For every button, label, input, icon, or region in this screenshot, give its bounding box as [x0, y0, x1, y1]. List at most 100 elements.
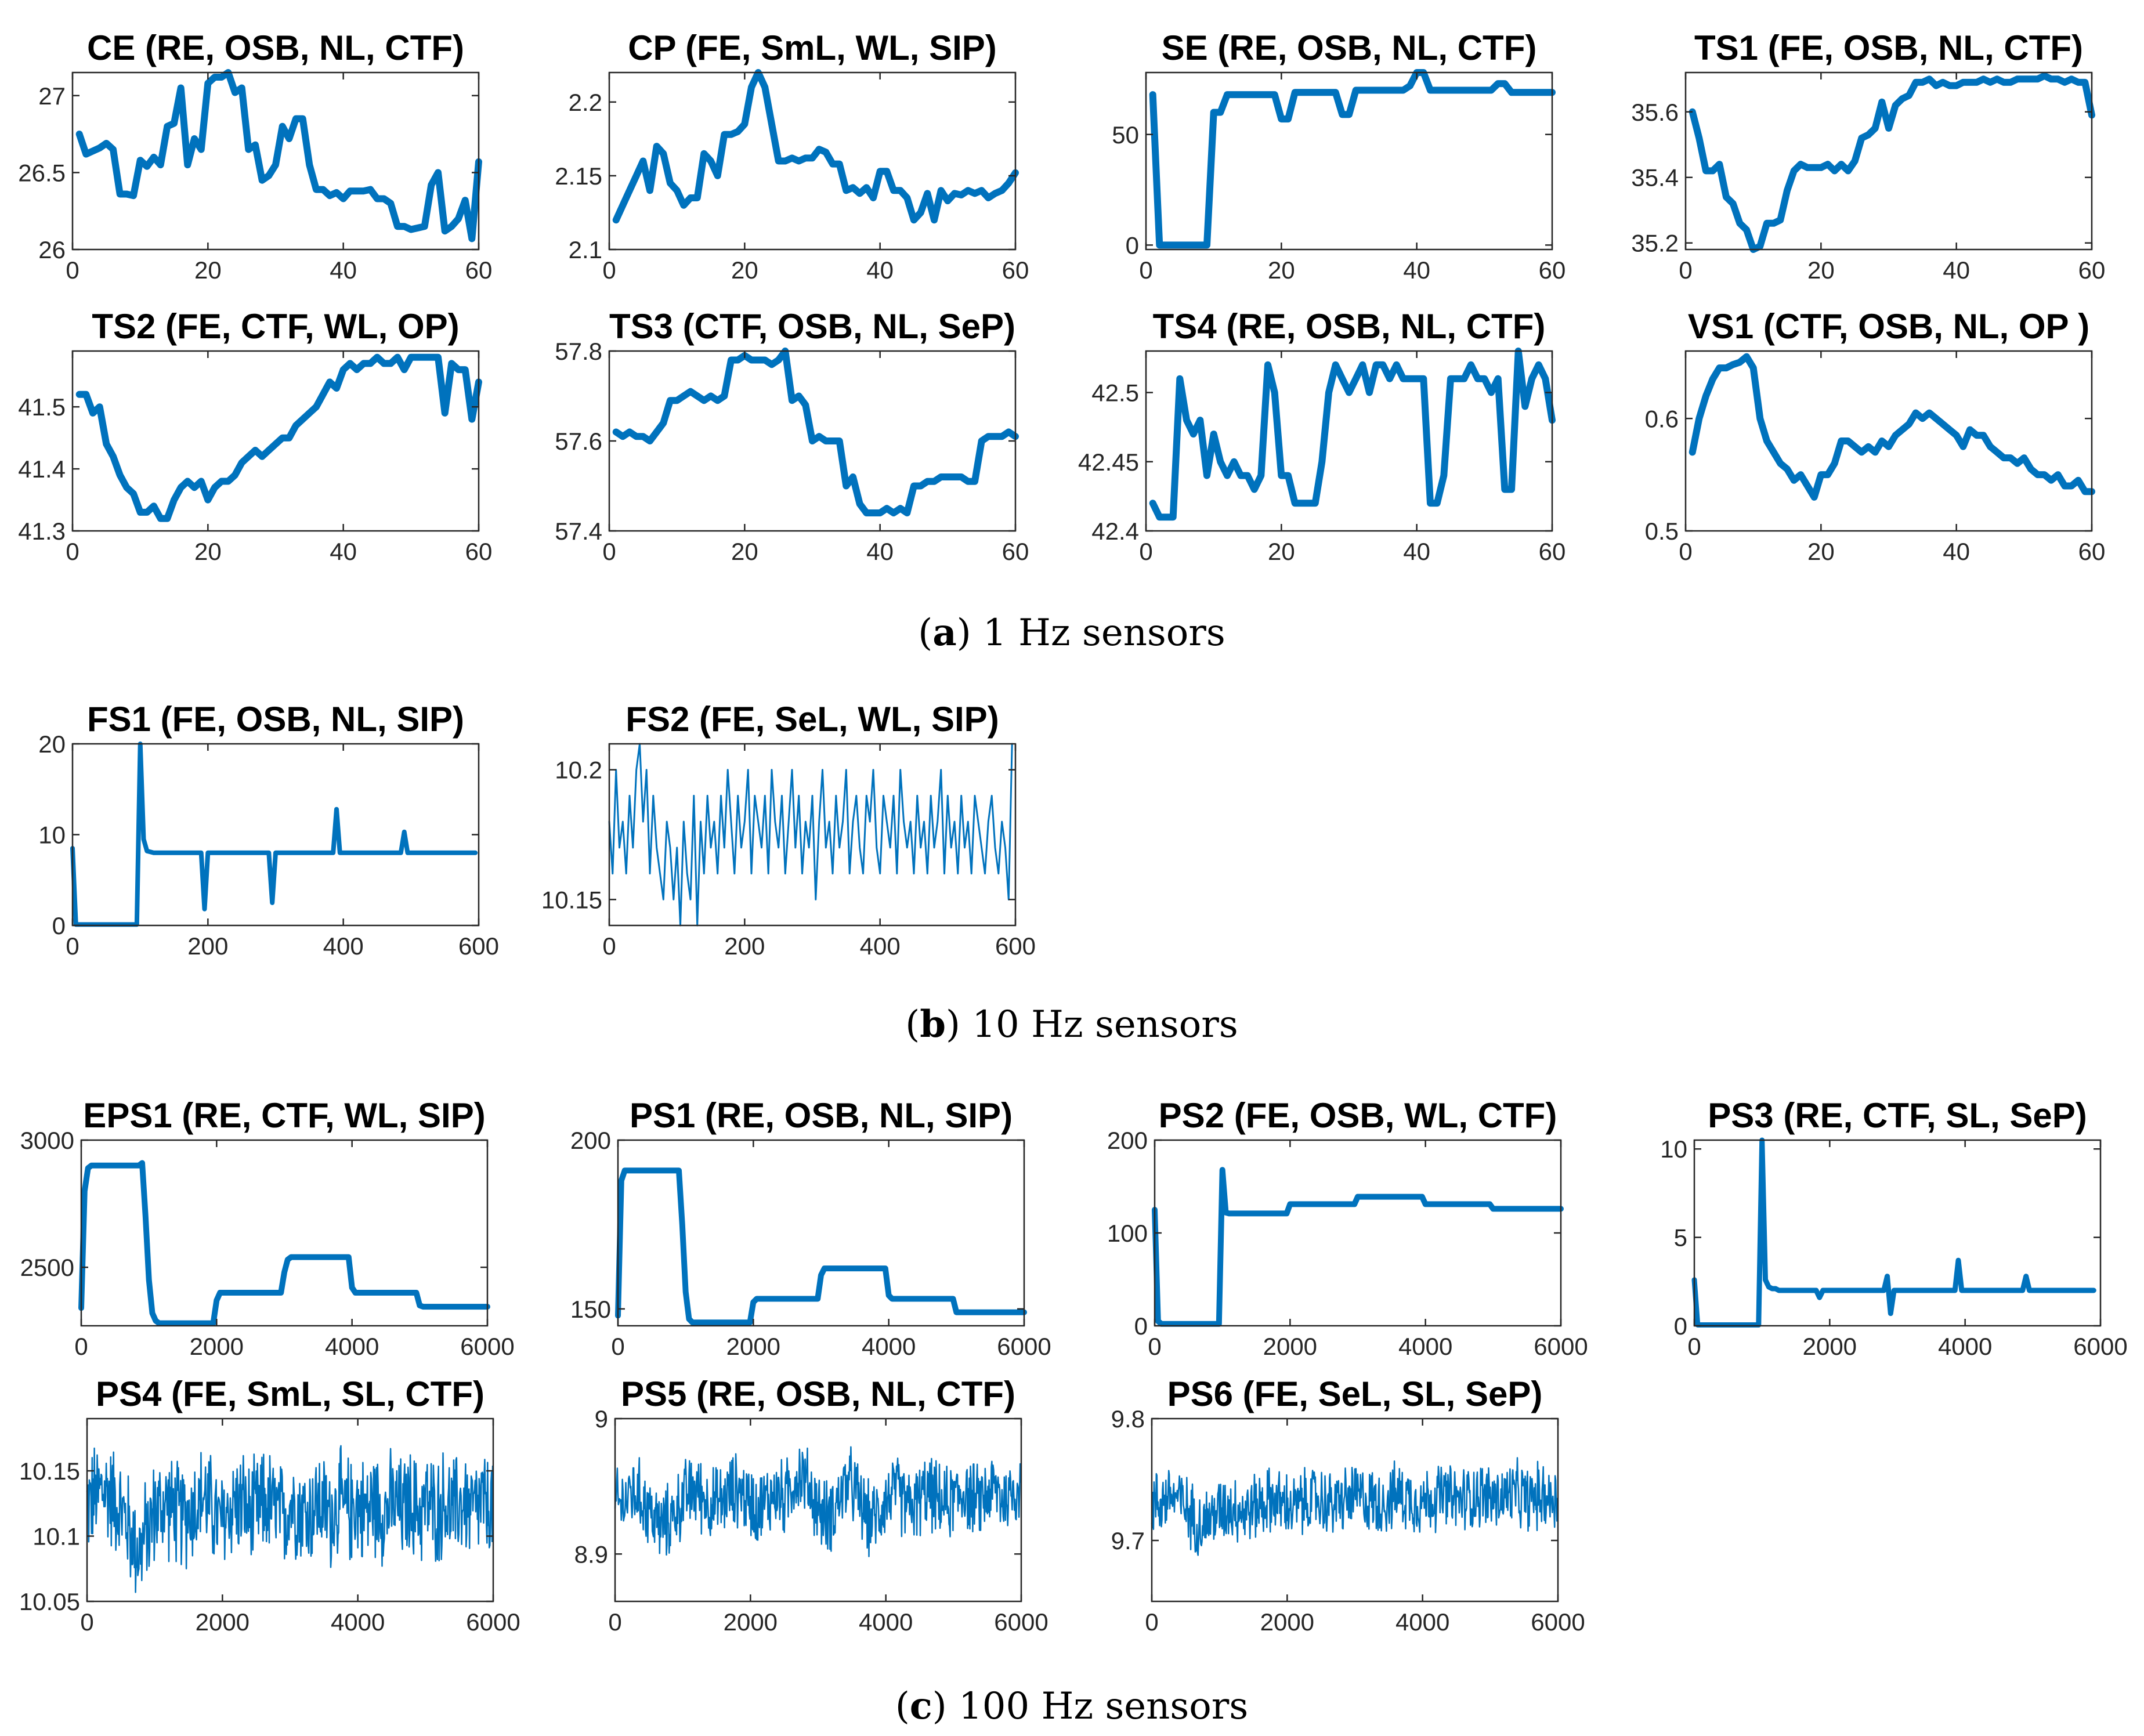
y-tick-label: 0 — [1126, 232, 1139, 259]
x-tick-label: 200 — [724, 932, 765, 960]
panel-ts2: TS2 (FE, CTF, WL, OP) 0 20 40 60 41.3 41.4 41.5 — [18, 307, 492, 565]
y-tick-label: 2500 — [20, 1254, 74, 1281]
y-tick-label: 9.8 — [1111, 1405, 1145, 1433]
y-tick-label: 2.1 — [569, 236, 602, 263]
chart-title: PS6 (FE, SeL, SL, SeP) — [1167, 1375, 1543, 1413]
x-tick-label: 0 — [66, 538, 79, 565]
x-tick-label: 6000 — [460, 1333, 514, 1360]
series-line-se — [1149, 69, 1556, 249]
series-line-fs2 — [608, 743, 1013, 927]
x-tick-label: 20 — [1807, 538, 1835, 565]
panel-ts3: TS3 (CTF, OSB, NL, SeP) 0 20 40 60 57.4 57.6 57… — [555, 307, 1029, 565]
x-tick-label: 200 — [187, 932, 228, 960]
x-tick-label: 600 — [995, 932, 1036, 960]
y-tick-label: 10.2 — [555, 757, 602, 784]
x-tick-label: 20 — [194, 538, 222, 565]
x-tick-label: 0 — [80, 1608, 93, 1636]
x-tick-label: 20 — [194, 256, 222, 284]
chart-title: TS2 (FE, CTF, WL, OP) — [92, 307, 459, 346]
x-tick-label: 0 — [602, 932, 616, 960]
series-line-vs1 — [1689, 353, 2095, 501]
x-tick-label: 60 — [1539, 538, 1566, 565]
chart-title: VS1 (CTF, OSB, NL, OP ) — [1688, 307, 2089, 346]
y-tick-label: 8.9 — [574, 1540, 608, 1568]
axes-box — [608, 743, 1017, 927]
series-line-ps3 — [1691, 1137, 2096, 1328]
y-tick-label: 2.15 — [555, 162, 602, 190]
series-line-ps4 — [86, 1445, 494, 1593]
series-line-ps1 — [615, 1167, 1027, 1326]
y-tick-label: 2.2 — [569, 89, 602, 116]
x-tick-label: 4000 — [1395, 1608, 1449, 1636]
y-tick-label: 57.6 — [555, 428, 602, 455]
x-tick-label: 4000 — [325, 1333, 379, 1360]
y-tick-label: 0 — [52, 912, 66, 939]
y-tick-label: 100 — [1107, 1220, 1148, 1247]
x-tick-label: 2000 — [726, 1333, 780, 1360]
panel-ps6: PS6 (FE, SeL, SL, SeP) 0 2000 4000 6000 9.7 9.… — [1111, 1375, 1585, 1636]
x-tick-label: 60 — [1002, 256, 1029, 284]
panel-cp: CP (FE, SmL, WL, SIP) 0 20 40 60 2.1 2.15 2.2 — [555, 28, 1029, 284]
axes-box — [1684, 350, 2093, 532]
chart-title: FS1 (FE, OSB, NL, SIP) — [87, 700, 464, 739]
y-tick-label: 42.4 — [1091, 518, 1139, 545]
x-tick-label: 2000 — [724, 1608, 778, 1636]
x-tick-label: 60 — [1002, 538, 1029, 565]
y-tick-label: 35.2 — [1631, 230, 1679, 257]
chart-title: PS5 (RE, OSB, NL, CTF) — [621, 1375, 1015, 1413]
x-tick-label: 20 — [1807, 256, 1835, 284]
x-tick-label: 60 — [2078, 538, 2106, 565]
x-tick-label: 40 — [330, 538, 357, 565]
x-tick-label: 2000 — [190, 1333, 244, 1360]
x-tick-label: 6000 — [2073, 1333, 2127, 1360]
x-tick-label: 40 — [1403, 256, 1430, 284]
x-tick-label: 2000 — [196, 1608, 250, 1636]
caption-c: (c) 100 Hz sensors — [895, 1684, 1248, 1728]
x-tick-label: 0 — [1139, 256, 1152, 284]
chart-title: CP (FE, SmL, WL, SIP) — [628, 28, 997, 67]
panel-ps3: PS3 (RE, CTF, SL, SeP) 0 2000 4000 6000 0 5 10 — [1660, 1096, 2127, 1360]
x-tick-label: 0 — [66, 256, 79, 284]
x-tick-label: 0 — [1687, 1333, 1701, 1360]
x-tick-label: 20 — [731, 256, 758, 284]
y-tick-label: 10.1 — [32, 1523, 80, 1550]
panel-eps1: EPS1 (RE, CTF, WL, SIP) 0 2000 4000 6000 2500… — [20, 1096, 515, 1360]
x-tick-label: 40 — [1943, 256, 1970, 284]
x-tick-label: 0 — [1148, 1333, 1161, 1360]
panel-se: SE (RE, OSB, NL, CTF) 0 20 40 60 0 50 — [1112, 28, 1565, 284]
axes-box — [1145, 350, 1553, 532]
x-tick-label: 0 — [74, 1333, 88, 1360]
y-tick-label: 41.4 — [18, 455, 66, 483]
x-tick-label: 0 — [1679, 538, 1692, 565]
x-tick-label: 6000 — [994, 1608, 1048, 1636]
x-tick-label: 0 — [602, 538, 616, 565]
y-tick-label: 50 — [1112, 121, 1139, 149]
x-tick-label: 60 — [2078, 256, 2106, 284]
caption-a-text: 1 Hz sensors — [971, 612, 1225, 654]
y-tick-label: 9.7 — [1111, 1527, 1145, 1554]
x-tick-label: 400 — [860, 932, 901, 960]
y-tick-label: 0 — [1674, 1312, 1687, 1340]
y-tick-label: 10 — [38, 822, 66, 849]
x-tick-label: 4000 — [862, 1333, 916, 1360]
x-tick-label: 40 — [866, 256, 894, 284]
y-tick-label: 10 — [1660, 1135, 1687, 1163]
x-tick-label: 4000 — [1938, 1333, 1992, 1360]
y-tick-label: 5 — [1674, 1224, 1687, 1252]
panel-ps5: PS5 (RE, OSB, NL, CTF) 0 2000 4000 6000 8.9 9 — [574, 1375, 1049, 1636]
caption-a: (a) 1 Hz sensors — [918, 611, 1225, 654]
panel-ts1: TS1 (FE, OSB, NL, CTF) 0 20 40 60 35.2 35.4 35.… — [1631, 28, 2105, 284]
panel-ce: CE (RE, OSB, NL, CTF) 0 20 40 60 26 26.5 27 — [18, 28, 492, 284]
series-line-ps2 — [1152, 1167, 1564, 1327]
series-line-ts3 — [612, 348, 1019, 516]
x-tick-label: 40 — [866, 538, 894, 565]
chart-title: SE (RE, OSB, NL, CTF) — [1162, 28, 1537, 67]
panel-ps4: PS4 (FE, SmL, SL, CTF) 0 2000 4000 6000 10.05… — [19, 1375, 520, 1636]
x-tick-label: 20 — [731, 538, 758, 565]
x-tick-label: 2000 — [1263, 1333, 1317, 1360]
series-line-eps1 — [78, 1160, 490, 1326]
chart-title: PS3 (RE, CTF, SL, SeP) — [1708, 1096, 2087, 1135]
y-tick-label: 3000 — [20, 1127, 74, 1154]
x-tick-label: 4000 — [1398, 1333, 1452, 1360]
axes-box — [1154, 1139, 1562, 1327]
